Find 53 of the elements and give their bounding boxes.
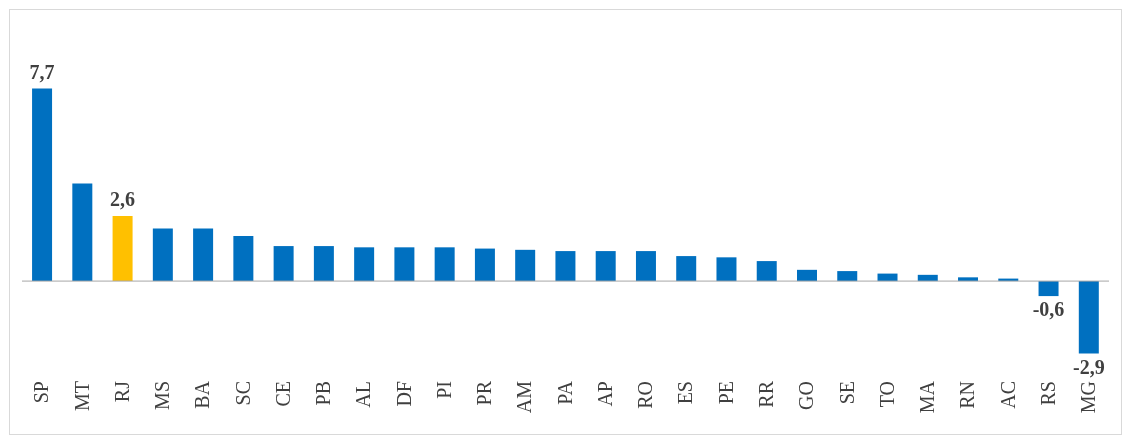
x-tick-label: MT bbox=[70, 381, 93, 411]
x-tick-label: MS bbox=[151, 381, 174, 410]
bar bbox=[273, 246, 294, 282]
x-tick-label: AC bbox=[996, 381, 1019, 409]
x-tick-label: PR bbox=[473, 380, 496, 406]
bar bbox=[1078, 281, 1099, 354]
x-tick-label: AP bbox=[593, 381, 616, 407]
x-tick-label: ES bbox=[674, 381, 697, 405]
bar bbox=[112, 216, 133, 282]
bar bbox=[635, 251, 656, 282]
x-tick-label: AL bbox=[352, 381, 375, 408]
bar bbox=[716, 257, 737, 282]
bar bbox=[595, 251, 616, 282]
bar bbox=[515, 249, 536, 282]
x-tick-label: PI bbox=[432, 381, 455, 399]
bar bbox=[434, 247, 455, 282]
data-label: 7,7 bbox=[29, 60, 55, 83]
x-tick-label: PA bbox=[553, 380, 576, 405]
bar bbox=[394, 247, 415, 282]
bar bbox=[193, 228, 214, 282]
x-tick-label: SP bbox=[30, 381, 53, 404]
bar bbox=[1038, 281, 1059, 297]
bar bbox=[354, 247, 375, 282]
data-label: -0,6 bbox=[1032, 298, 1065, 321]
x-tick-label: BA bbox=[191, 380, 214, 409]
x-tick-label: AM bbox=[513, 380, 536, 414]
x-tick-label: RR bbox=[755, 380, 777, 408]
x-tick-label: GO bbox=[795, 381, 818, 410]
bar bbox=[555, 251, 576, 282]
data-label: 2,6 bbox=[110, 188, 136, 211]
bar bbox=[676, 256, 697, 282]
bar bbox=[837, 271, 858, 282]
x-tick-label: RN bbox=[956, 381, 979, 409]
x-tick-label: RS bbox=[1036, 381, 1059, 406]
x-tick-label: PE bbox=[714, 381, 737, 405]
x-tick-label: TO bbox=[875, 381, 898, 408]
x-tick-label: SC bbox=[231, 381, 254, 406]
x-tick-label: MA bbox=[916, 380, 939, 414]
x-tick-label: RO bbox=[634, 381, 657, 409]
x-tick-label: DF bbox=[392, 381, 415, 407]
bar bbox=[72, 183, 93, 282]
bar bbox=[474, 248, 495, 282]
bar bbox=[32, 88, 53, 282]
x-tick-label: PB bbox=[312, 381, 335, 406]
x-tick-label: SE bbox=[835, 381, 858, 405]
bar bbox=[756, 261, 777, 282]
x-tick-label: RJ bbox=[110, 380, 133, 403]
data-label: -2,9 bbox=[1072, 355, 1105, 378]
bar bbox=[152, 228, 173, 282]
bar bbox=[313, 246, 334, 282]
bar bbox=[233, 236, 254, 282]
x-tick-label: MG bbox=[1077, 381, 1100, 414]
x-tick-label: CE bbox=[271, 381, 294, 407]
